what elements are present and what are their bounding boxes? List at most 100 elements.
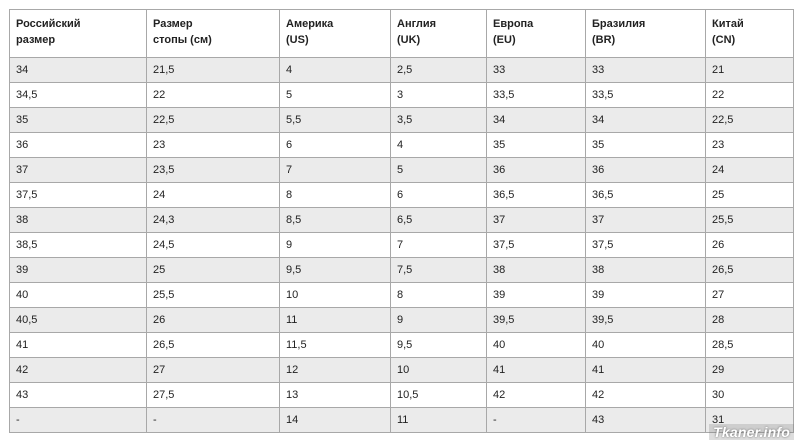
table-cell: 7 [390, 232, 487, 258]
table-cell: 38 [9, 207, 147, 233]
table-cell: 35 [9, 107, 147, 133]
table-cell: 36 [585, 157, 706, 183]
table-cell: 26,5 [705, 257, 794, 283]
table-cell: 23,5 [146, 157, 280, 183]
column-header-line: (US) [286, 34, 309, 46]
table-cell: 27 [705, 282, 794, 308]
column-header: Российский размер [9, 9, 147, 58]
table-row: 38 24,3 8,5 6,5 37 37 25,5 [9, 207, 794, 233]
table-cell: 25,5 [146, 282, 280, 308]
table-cell: 42 [486, 382, 586, 408]
table-cell: 30 [705, 382, 794, 408]
table-cell: 11 [279, 307, 391, 333]
table-cell: 21 [705, 57, 794, 83]
table-cell: 25 [705, 182, 794, 208]
table-cell: 11 [390, 407, 487, 433]
table-cell: 11,5 [279, 332, 391, 358]
column-header-line: (BR) [592, 34, 616, 46]
table-row: 41 26,5 11,5 9,5 40 40 28,5 [9, 332, 794, 358]
shoe-size-table: Российский размер Размер стопы (см) Америка (… [9, 9, 794, 433]
watermark: Tkaner.info [709, 424, 794, 440]
table-row: 34 21,5 4 2,5 33 33 21 [9, 57, 794, 83]
table-cell: 35 [486, 132, 586, 158]
table-cell: 38 [585, 257, 706, 283]
table-row: 43 27,5 13 10,5 42 42 30 [9, 382, 794, 408]
table-cell: 38 [486, 257, 586, 283]
table-cell: 24 [705, 157, 794, 183]
table-cell: - [9, 407, 147, 433]
table-cell: 21,5 [146, 57, 280, 83]
table-cell: 43 [9, 382, 147, 408]
column-header: Китай (CN) [705, 9, 794, 58]
table-cell: 23 [146, 132, 280, 158]
table-cell: 9 [390, 307, 487, 333]
table-row: 34,5 22 5 3 33,5 33,5 22 [9, 82, 794, 108]
column-header-line: (EU) [493, 34, 516, 46]
column-header-line: Англия [397, 18, 437, 30]
table-cell: 9,5 [390, 332, 487, 358]
column-header-line: стопы (см) [153, 34, 212, 46]
table-cell: - [486, 407, 586, 433]
column-header: Европа (EU) [486, 9, 586, 58]
table-cell: 9 [279, 232, 391, 258]
table-row: 37,5 24 8 6 36,5 36,5 25 [9, 182, 794, 208]
table-row: 40,5 26 11 9 39,5 39,5 28 [9, 307, 794, 333]
table-cell: 4 [279, 57, 391, 83]
table-cell: 6 [390, 182, 487, 208]
column-header-line: размер [16, 34, 56, 46]
table-cell: 40 [585, 332, 706, 358]
table-cell: 33,5 [585, 82, 706, 108]
table-cell: 34 [486, 107, 586, 133]
table-cell: 27,5 [146, 382, 280, 408]
column-header-line: (UK) [397, 34, 421, 46]
table-cell: 12 [279, 357, 391, 383]
table-cell: 37 [9, 157, 147, 183]
table-row: 37 23,5 7 5 36 36 24 [9, 157, 794, 183]
table-cell: 39,5 [585, 307, 706, 333]
table-cell: 22,5 [705, 107, 794, 133]
table-cell: 8 [279, 182, 391, 208]
table-cell: 3 [390, 82, 487, 108]
table-cell: 22 [146, 82, 280, 108]
table-row: 38,5 24,5 9 7 37,5 37,5 26 [9, 232, 794, 258]
column-header-line: Америка [286, 18, 334, 30]
table-cell: 26 [146, 307, 280, 333]
table-cell: 22 [705, 82, 794, 108]
table-cell: 22,5 [146, 107, 280, 133]
table-cell: 27 [146, 357, 280, 383]
table-cell: 7,5 [390, 257, 487, 283]
table-cell: 31 [705, 407, 794, 433]
table-cell: 33 [486, 57, 586, 83]
column-header-line: Европа [493, 18, 534, 30]
table-cell: 42 [585, 382, 706, 408]
table-cell: 24,5 [146, 232, 280, 258]
table-cell: 33,5 [486, 82, 586, 108]
table-cell: 36 [486, 157, 586, 183]
table-cell: 25 [146, 257, 280, 283]
table-cell: 13 [279, 382, 391, 408]
table-cell: 37 [585, 207, 706, 233]
table-cell: 24,3 [146, 207, 280, 233]
table-cell: 10,5 [390, 382, 487, 408]
table-cell: 8 [390, 282, 487, 308]
table-row: 39 25 9,5 7,5 38 38 26,5 [9, 257, 794, 283]
table-cell: 4 [390, 132, 487, 158]
table-row: 42 27 12 10 41 41 29 [9, 357, 794, 383]
column-header: Бразилия (BR) [585, 9, 706, 58]
table-cell: 33 [585, 57, 706, 83]
table-cell: 36,5 [486, 182, 586, 208]
table-cell: 39,5 [486, 307, 586, 333]
column-header-line: Российский [16, 18, 81, 30]
table-cell: 9,5 [279, 257, 391, 283]
table-cell: 26 [705, 232, 794, 258]
column-header: Англия (UK) [390, 9, 487, 58]
table-cell: 14 [279, 407, 391, 433]
table-cell: 5 [390, 157, 487, 183]
table-cell: 41 [585, 357, 706, 383]
column-header: Америка (US) [279, 9, 391, 58]
table-cell: 43 [585, 407, 706, 433]
table-cell: 5 [279, 82, 391, 108]
table-cell: 36 [9, 132, 147, 158]
table-cell: 2,5 [390, 57, 487, 83]
table-cell: 34 [585, 107, 706, 133]
